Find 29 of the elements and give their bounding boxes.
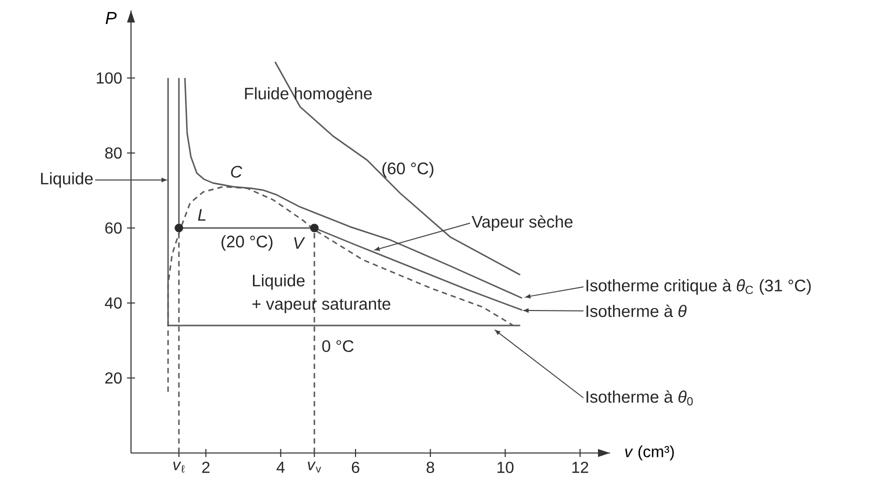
x-axis-title: v (cm³)	[625, 446, 674, 460]
x-tick-label: 4	[276, 462, 285, 473]
x-tick-label: 6	[352, 462, 360, 474]
x-tick-label: 12	[572, 462, 588, 473]
annotation: Fluide homogène	[245, 87, 372, 103]
y-tick-label: 20	[105, 372, 122, 384]
annotation: 0 °C	[322, 340, 354, 352]
annotation: (60 °C)	[382, 162, 434, 178]
x-tick-label: 10	[498, 462, 514, 474]
annotation: Liquide	[252, 274, 305, 290]
annotation: (20 °C)	[222, 235, 272, 251]
x-tick-label: v$_{ℓ}$	[173, 462, 185, 473]
annotation: Isotherme à θ	[586, 304, 687, 318]
annotation: Isotherme critique à θ$_{C}$ (31 °C)	[586, 278, 811, 295]
annotation: L	[198, 209, 206, 221]
annotation: V	[294, 237, 306, 249]
annotation: + vapeur saturante	[252, 298, 390, 314]
y-tick-label: 40	[104, 297, 122, 309]
annotation: Liquide	[41, 172, 93, 188]
y-tick-label: 60	[105, 222, 122, 234]
annotation: C	[231, 166, 242, 178]
annotation: Isotherme à θ$_{0}$	[586, 390, 693, 406]
x-tick-label: v$_{v}$	[308, 462, 322, 473]
annotation: Vapeur sèche	[472, 215, 572, 231]
y-axis-title: P	[106, 12, 117, 24]
y-tick-label: 100	[96, 72, 122, 84]
x-tick-label: 2	[202, 462, 210, 473]
y-tick-label: 80	[105, 147, 122, 159]
x-tick-label: 8	[426, 462, 434, 474]
